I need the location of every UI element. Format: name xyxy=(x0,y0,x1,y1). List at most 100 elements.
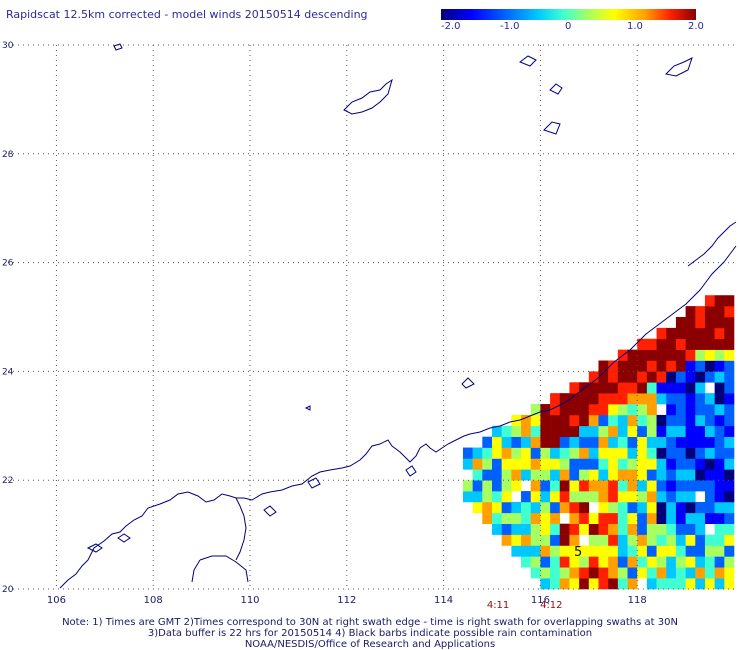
wind-difference-cell xyxy=(482,480,493,492)
wind-difference-cell xyxy=(695,534,706,546)
wind-difference-cell xyxy=(627,512,638,525)
wind-difference-cell xyxy=(579,447,590,459)
wind-difference-cell xyxy=(550,534,561,546)
wind-difference-cell xyxy=(569,393,580,405)
wind-difference-cell xyxy=(521,512,532,525)
wind-difference-cell xyxy=(646,338,657,350)
wind-difference-cell xyxy=(608,501,619,514)
wind-difference-cell xyxy=(646,458,657,470)
wind-difference-cell xyxy=(695,425,706,437)
wind-difference-cell xyxy=(637,534,648,546)
lon-tick-label: 110 xyxy=(240,595,259,606)
lat-tick-label: 26 xyxy=(2,259,14,269)
wind-difference-cell xyxy=(646,349,657,361)
note-line-3: NOAA/NESDIS/Office of Research and Appli… xyxy=(244,639,496,650)
wind-difference-cell xyxy=(685,349,696,361)
wind-difference-cell xyxy=(559,501,570,514)
wind-difference-cell xyxy=(656,360,667,372)
wind-difference-cell xyxy=(617,436,628,448)
wind-difference-cell xyxy=(695,480,706,492)
wind-difference-cell xyxy=(675,458,686,470)
mainland-coast xyxy=(59,245,737,589)
wind-difference-cell xyxy=(724,523,735,535)
wind-difference-cell xyxy=(472,501,483,514)
wind-difference-cell xyxy=(569,404,580,416)
wind-difference-cell xyxy=(492,523,502,535)
wind-difference-cell xyxy=(550,556,561,568)
wind-difference-cell xyxy=(579,512,590,525)
wind-difference-cell xyxy=(598,545,609,557)
wind-difference-cell xyxy=(559,545,570,557)
wind-difference-cell xyxy=(646,393,657,405)
wind-difference-cell xyxy=(704,512,715,525)
wind-difference-cell xyxy=(530,425,541,437)
wind-difference-cell xyxy=(598,382,609,394)
wind-difference-cell xyxy=(646,545,657,557)
wind-difference-cell xyxy=(646,436,657,448)
wind-difference-cell xyxy=(675,371,686,383)
wind-difference-cell xyxy=(685,512,696,525)
lat-lon-grid xyxy=(8,44,734,590)
wind-difference-cell xyxy=(472,469,483,481)
wind-difference-cell xyxy=(685,317,696,329)
wind-difference-cell xyxy=(704,404,715,416)
wind-difference-cell xyxy=(617,534,628,546)
wind-difference-cell xyxy=(540,501,551,514)
wind-difference-cell xyxy=(598,360,609,372)
wind-difference-cell xyxy=(656,512,667,525)
penghu-islet xyxy=(461,377,475,389)
wind-difference-cell xyxy=(550,501,561,514)
wind-difference-cell xyxy=(627,491,638,503)
wind-difference-cell xyxy=(695,567,706,579)
wind-difference-cell xyxy=(530,567,541,579)
wind-difference-cell xyxy=(569,414,580,427)
wind-difference-cell xyxy=(521,556,532,568)
wind-difference-cell xyxy=(608,523,619,535)
wind-difference-cell xyxy=(637,414,648,427)
wind-difference-cell xyxy=(492,480,502,492)
wind-difference-cell xyxy=(685,360,696,372)
wind-difference-cell xyxy=(617,545,628,557)
wind-difference-cell xyxy=(637,491,648,503)
north-island-1 xyxy=(343,78,393,115)
wind-difference-cell xyxy=(530,404,541,416)
wind-difference-cell xyxy=(714,480,725,492)
wind-difference-cell xyxy=(675,567,686,579)
wind-difference-cell xyxy=(530,512,541,525)
wind-difference-cell xyxy=(666,425,677,437)
wind-difference-cell xyxy=(559,534,570,546)
wind-difference-cell xyxy=(559,458,570,470)
wind-difference-cell xyxy=(569,567,580,579)
coastal-island-2 xyxy=(307,477,321,489)
wind-difference-cell xyxy=(724,360,735,372)
wind-difference-cell xyxy=(724,338,735,350)
wind-difference-cell xyxy=(695,393,706,405)
wind-difference-cell xyxy=(695,458,706,470)
wind-difference-cell xyxy=(666,414,677,427)
wind-difference-cell xyxy=(521,414,532,427)
wind-difference-cell xyxy=(482,501,493,514)
wind-difference-cell xyxy=(579,469,590,481)
wind-difference-cell xyxy=(598,567,609,579)
wind-difference-cell xyxy=(646,480,657,492)
lon-tick-label: 114 xyxy=(434,595,453,606)
wind-difference-cell xyxy=(540,458,551,470)
wind-difference-cell xyxy=(617,480,628,492)
wind-difference-cell xyxy=(521,491,532,503)
wind-difference-cell xyxy=(511,425,522,437)
wind-difference-cell xyxy=(617,447,628,459)
wind-difference-cell xyxy=(501,491,512,503)
wind-difference-cell xyxy=(685,501,696,514)
lat-tick-label: 22 xyxy=(2,476,13,486)
wind-difference-cell xyxy=(627,404,638,416)
wind-difference-cell xyxy=(617,458,628,470)
wind-difference-cell xyxy=(521,425,532,437)
wind-difference-cell xyxy=(569,458,580,470)
wind-difference-cell xyxy=(675,382,686,394)
wind-difference-cell xyxy=(550,469,561,481)
wind-difference-cell xyxy=(675,425,686,437)
wind-difference-cell xyxy=(559,578,570,590)
wind-difference-cell xyxy=(627,480,638,492)
wind-difference-cell xyxy=(666,382,677,394)
wind-difference-cell xyxy=(617,578,628,590)
